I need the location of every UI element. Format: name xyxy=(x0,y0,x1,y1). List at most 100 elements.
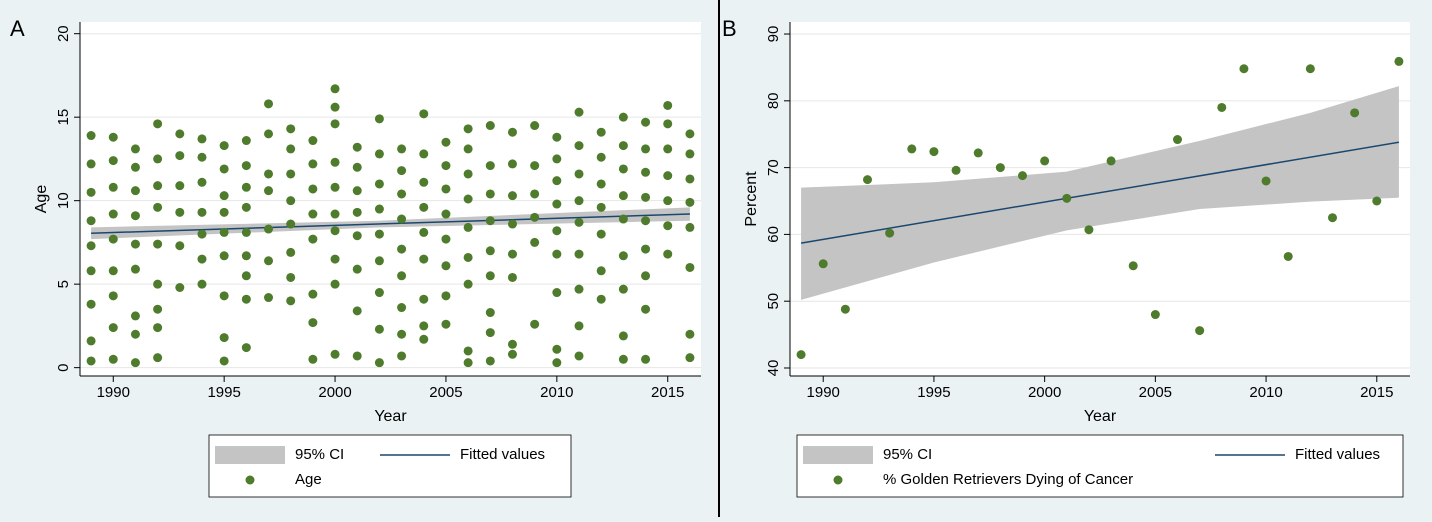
point xyxy=(308,136,318,146)
point xyxy=(441,161,451,171)
point xyxy=(86,356,96,366)
point xyxy=(308,159,318,169)
legend-swatch xyxy=(245,475,255,485)
point xyxy=(596,202,606,212)
y-tick-label: 60 xyxy=(765,226,782,243)
point xyxy=(86,131,96,141)
point xyxy=(463,346,473,356)
point xyxy=(153,304,163,314)
point xyxy=(219,227,229,237)
point xyxy=(1350,108,1360,118)
point xyxy=(907,144,917,154)
point xyxy=(241,202,251,212)
legend-swatch xyxy=(803,446,873,464)
point xyxy=(463,279,473,289)
point xyxy=(352,207,362,217)
point xyxy=(507,339,517,349)
point xyxy=(929,147,939,157)
point xyxy=(153,119,163,129)
point xyxy=(530,189,540,199)
point xyxy=(1217,102,1227,112)
point xyxy=(663,144,673,154)
point xyxy=(641,117,651,127)
point xyxy=(485,189,495,199)
point xyxy=(175,241,185,251)
y-tick-label: 5 xyxy=(55,280,72,288)
legend-label: Fitted values xyxy=(460,446,545,463)
point xyxy=(685,174,695,184)
point xyxy=(130,239,140,249)
point xyxy=(507,249,517,259)
point xyxy=(175,181,185,191)
x-tick-label: 2010 xyxy=(1249,384,1282,401)
point xyxy=(219,251,229,261)
legend-label: 95% CI xyxy=(883,446,932,463)
point xyxy=(1150,310,1160,320)
point xyxy=(86,216,96,226)
point xyxy=(397,303,407,313)
point xyxy=(374,149,384,159)
point xyxy=(1062,193,1072,203)
point xyxy=(397,214,407,224)
point xyxy=(685,353,695,363)
point xyxy=(197,279,207,289)
point xyxy=(596,294,606,304)
point xyxy=(796,350,806,360)
point xyxy=(308,209,318,219)
point xyxy=(419,321,429,331)
point xyxy=(286,196,296,206)
point xyxy=(663,196,673,206)
point xyxy=(130,211,140,221)
point xyxy=(108,291,118,301)
point xyxy=(1305,64,1315,74)
fit-line xyxy=(91,213,690,234)
point xyxy=(485,356,495,366)
point xyxy=(885,228,895,238)
point xyxy=(663,119,673,129)
point xyxy=(130,311,140,321)
point xyxy=(175,283,185,292)
point xyxy=(330,209,340,219)
point xyxy=(197,207,207,217)
point xyxy=(574,169,584,179)
point xyxy=(86,336,96,346)
point xyxy=(507,349,517,359)
point xyxy=(108,132,118,142)
point xyxy=(153,181,163,191)
point xyxy=(618,331,628,341)
point xyxy=(618,112,628,122)
y-tick-label: 80 xyxy=(765,92,782,109)
point xyxy=(419,254,429,264)
x-tick-label: 1995 xyxy=(207,384,240,401)
point xyxy=(286,247,296,257)
point xyxy=(574,284,584,294)
point xyxy=(374,256,384,266)
x-tick-label: 1990 xyxy=(97,384,130,401)
point xyxy=(463,169,473,179)
point xyxy=(330,226,340,236)
point xyxy=(264,99,274,109)
point xyxy=(352,231,362,241)
point xyxy=(685,329,695,339)
point xyxy=(374,229,384,239)
point xyxy=(330,254,340,264)
point xyxy=(153,154,163,164)
point xyxy=(463,194,473,204)
point xyxy=(330,279,340,289)
y-tick-label: 0 xyxy=(55,363,72,371)
point xyxy=(130,264,140,274)
point xyxy=(241,343,251,353)
point xyxy=(485,328,495,338)
point xyxy=(1040,156,1050,166)
point xyxy=(264,293,274,303)
point xyxy=(596,229,606,239)
point xyxy=(330,349,340,359)
point xyxy=(552,199,562,209)
point xyxy=(863,175,872,185)
point xyxy=(552,226,562,236)
point xyxy=(130,162,140,172)
point xyxy=(219,291,229,301)
point xyxy=(441,209,451,219)
point xyxy=(241,161,251,171)
